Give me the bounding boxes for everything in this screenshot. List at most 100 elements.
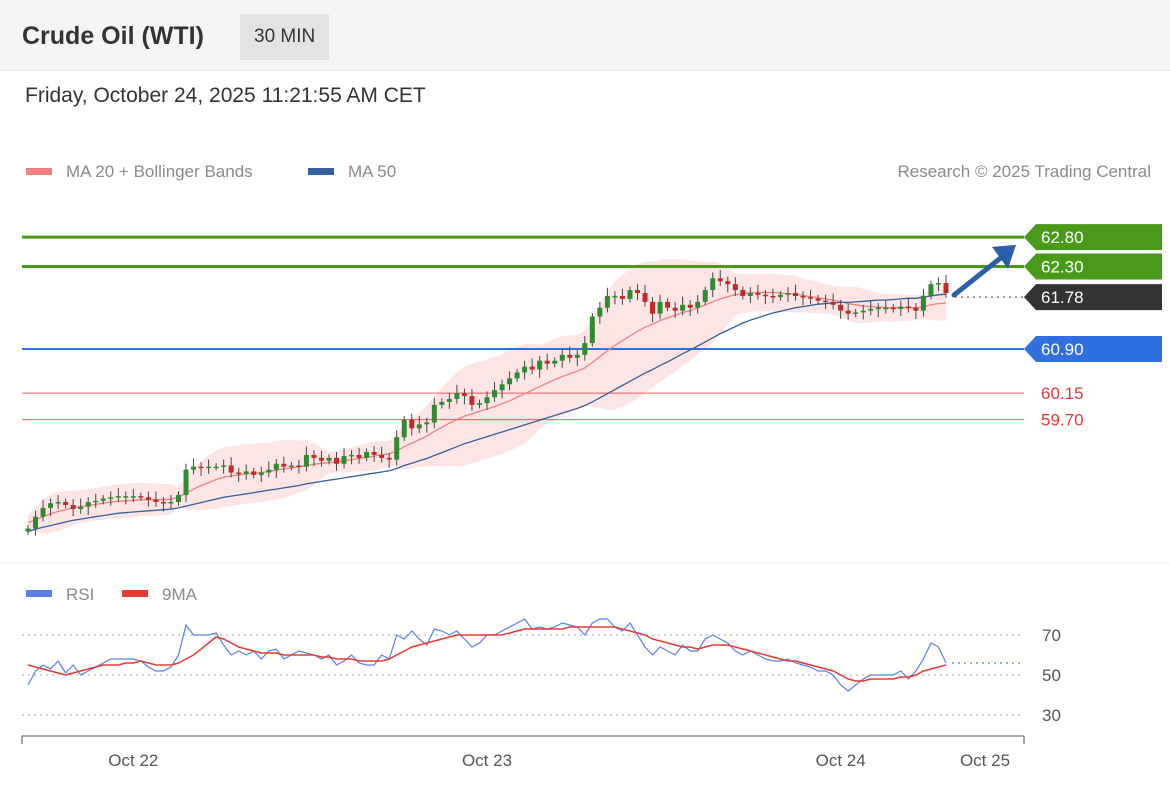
candle [890, 304, 896, 313]
rsi-legend-label: RSI [66, 585, 94, 604]
candle [303, 446, 309, 472]
candle [401, 416, 407, 441]
candle [439, 398, 445, 409]
candle [634, 284, 640, 301]
candle [800, 291, 806, 306]
candle [680, 296, 686, 316]
candle [544, 353, 550, 370]
arrow-shaft [951, 254, 1005, 298]
candle [454, 384, 460, 404]
candle [522, 360, 528, 380]
x-axis: Oct 22 Oct 23 Oct 24 Oct 25 [21, 735, 1025, 770]
ma50-legend-label: MA 50 [348, 162, 396, 181]
candle [582, 336, 588, 361]
candle [619, 288, 625, 305]
support-label: 60.15 [1041, 384, 1084, 403]
ma20-legend-swatch [26, 168, 52, 175]
candle [183, 463, 189, 503]
candle [364, 448, 370, 462]
candle [48, 498, 54, 517]
candle [507, 371, 513, 391]
rsi-line [27, 618, 947, 692]
interval-button[interactable]: 30 MIN [240, 14, 330, 60]
candle [740, 286, 746, 300]
candle [770, 288, 776, 304]
candle [145, 491, 151, 507]
ma50-line [27, 293, 947, 533]
candle [567, 346, 573, 363]
candle [815, 294, 821, 305]
rsi-gridlines [22, 634, 1024, 716]
candle [281, 456, 287, 473]
candle [928, 280, 934, 300]
candle [63, 498, 69, 509]
rsi-tick-label: 50 [1042, 666, 1061, 685]
candle [33, 510, 39, 536]
candle [612, 291, 618, 305]
candle [371, 446, 377, 462]
candle [627, 286, 633, 303]
candlesticks [25, 270, 949, 536]
candle [115, 487, 121, 503]
candle [672, 301, 678, 318]
candle [665, 298, 671, 312]
candle [108, 491, 114, 506]
candle [597, 301, 603, 324]
candle [191, 458, 197, 475]
candle [492, 381, 498, 402]
candle [762, 290, 768, 305]
candle [160, 497, 166, 512]
candle [529, 358, 535, 375]
candle [394, 430, 400, 466]
rsi-lines [27, 618, 1024, 692]
candle [311, 450, 317, 467]
candle [78, 498, 84, 514]
candle [883, 300, 889, 314]
ma50-legend-swatch [308, 168, 334, 175]
candle [356, 447, 362, 464]
candle [913, 303, 919, 319]
candle [732, 277, 738, 296]
candle [499, 379, 505, 399]
candle [845, 303, 851, 320]
support-label: 59.70 [1041, 411, 1084, 430]
chart-header: Crude Oil (WTI) 30 MIN [0, 0, 1170, 71]
pivot-tag [1024, 335, 1162, 362]
candle [273, 459, 279, 478]
resistance-tag [1024, 224, 1162, 251]
candle [868, 300, 874, 316]
target-arrow [951, 244, 1016, 298]
x-tick-label: Oct 23 [462, 751, 512, 770]
candle [416, 416, 422, 434]
candle [898, 300, 904, 316]
candle [717, 270, 723, 286]
candle [349, 450, 355, 465]
candle [251, 467, 257, 479]
candle [334, 451, 340, 471]
candle [93, 493, 99, 508]
candle [710, 272, 716, 298]
candle [484, 391, 490, 411]
candle [935, 277, 941, 292]
candle [755, 284, 761, 300]
candle [198, 461, 204, 477]
candle [70, 499, 76, 517]
candle [221, 459, 227, 474]
candle [446, 393, 452, 409]
candle [266, 461, 272, 478]
candle [514, 368, 520, 382]
candle [793, 284, 799, 301]
candle [228, 457, 234, 478]
candle [559, 348, 565, 368]
candle [296, 459, 302, 474]
rsi-tick-label: 70 [1042, 626, 1061, 645]
candle [920, 288, 926, 317]
rsi-ma-line [27, 626, 947, 682]
candle [85, 497, 91, 515]
candle [860, 304, 866, 320]
candle [341, 447, 347, 469]
candle [138, 492, 144, 501]
candle [476, 399, 482, 409]
candle [785, 287, 791, 302]
candle [650, 297, 656, 322]
